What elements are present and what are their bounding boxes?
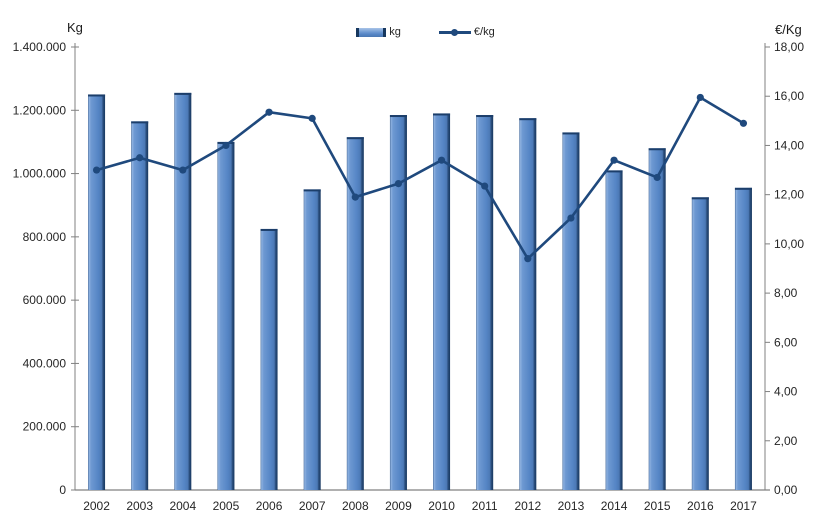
x-axis-tick-label: 2012 [514, 499, 541, 513]
bar-2002 [88, 94, 106, 490]
x-axis-tick-label: 2004 [169, 499, 196, 513]
line-series-swatch-icon [438, 28, 471, 36]
bar-top-edge [174, 92, 192, 95]
right-axis-tick-label: 16,00 [774, 89, 804, 103]
line-marker-2008 [351, 193, 359, 201]
bar-2017 [734, 187, 752, 490]
left-axis-tick-label: 600.000 [23, 293, 67, 307]
line-marker-2009 [394, 179, 403, 188]
right-axis-tick-label: 0,00 [774, 483, 798, 497]
left-axis-tick-label: 1.000.000 [13, 167, 67, 181]
bar-2012 [519, 118, 537, 491]
bar-2003 [131, 121, 149, 490]
right-axis-tick-label: 2,00 [774, 434, 798, 448]
bar-top-edge [691, 197, 709, 200]
line-marker-2003 [136, 154, 144, 162]
bar-top-edge [605, 170, 623, 173]
left-axis-tick-label: 800.000 [23, 230, 67, 244]
line-marker-2017 [739, 119, 748, 127]
bar-top-edge [389, 115, 407, 118]
right-axis-title: €/Kg [775, 22, 802, 37]
bar-top-edge [648, 148, 666, 151]
bar-2008 [346, 137, 364, 491]
bar-2013 [562, 132, 580, 490]
bar-top-edge [260, 228, 278, 231]
bar-top-edge [519, 118, 537, 121]
x-axis-tick-label: 2011 [472, 499, 498, 513]
line-marker-2004 [179, 166, 187, 174]
bar-2009 [389, 115, 407, 491]
x-axis-tick-label: 2009 [385, 499, 412, 513]
x-axis-tick-label: 2007 [299, 499, 326, 513]
line-marker-2002 [92, 166, 101, 174]
bar-top-edge [734, 187, 752, 190]
bar-top-edge [433, 113, 451, 116]
bar-2006 [260, 228, 278, 491]
bar-series-swatch-icon [356, 27, 387, 37]
line-marker-2007 [308, 114, 316, 122]
left-axis-tick-label: 200.000 [23, 420, 67, 434]
legend-item-kg: kg [356, 26, 401, 38]
legend-item-eur-kg: €/kg [438, 26, 495, 38]
bar-top-edge [562, 132, 580, 135]
line-marker-2010 [437, 156, 446, 164]
line-series-path [95, 96, 745, 260]
bar-2011 [476, 115, 494, 491]
x-axis-tick-label: 2013 [558, 499, 585, 513]
line-marker-icon [451, 28, 459, 36]
left-axis-tick-label: 1.200.000 [13, 103, 67, 117]
x-axis-tick-label: 2014 [601, 499, 628, 513]
legend-label-kg: kg [389, 26, 401, 38]
line-marker-2006 [265, 108, 273, 116]
right-axis-tick-label: 8,00 [774, 286, 798, 300]
bar-top-edge [88, 94, 106, 97]
left-axis-title: Kg [67, 20, 83, 35]
bar-2005 [217, 141, 235, 490]
right-axis-tick-label: 14,00 [774, 138, 804, 152]
x-axis-tick-label: 2016 [687, 499, 714, 513]
x-axis-tick-label: 2003 [126, 499, 153, 513]
chart-legend: kg €/kg [0, 26, 839, 38]
right-axis-tick-label: 6,00 [774, 335, 798, 349]
bar-2015 [648, 148, 666, 490]
bar-2010 [433, 113, 451, 490]
left-axis-tick-label: 0 [59, 483, 66, 497]
line-marker-2011 [481, 182, 489, 190]
left-axis-tick-label: 1.400.000 [13, 40, 67, 54]
bar-2007 [303, 189, 321, 490]
bar-top-edge [346, 137, 364, 140]
bar-2014 [605, 170, 623, 490]
bar-top-edge [303, 189, 321, 192]
line-marker-2016 [696, 93, 704, 102]
x-axis-tick-label: 2017 [730, 499, 757, 513]
right-axis-tick-label: 10,00 [774, 237, 804, 251]
x-axis-tick-label: 2005 [213, 499, 240, 513]
left-axis-tick-label: 400.000 [23, 356, 67, 370]
line-marker-2015 [653, 173, 661, 182]
x-axis-tick-label: 2008 [342, 499, 369, 513]
right-axis-tick-label: 12,00 [774, 188, 804, 202]
line-marker-2014 [610, 156, 618, 164]
line-marker-2013 [567, 214, 575, 222]
x-axis-tick-label: 2015 [644, 499, 671, 513]
bar-top-edge [131, 121, 149, 124]
line-marker-2012 [524, 255, 532, 263]
x-axis-tick-label: 2010 [428, 499, 455, 513]
right-axis-tick-label: 4,00 [774, 385, 798, 399]
bar-2016 [691, 197, 709, 490]
bar-top-edge [476, 115, 494, 118]
right-axis-tick-label: 18,00 [774, 40, 804, 54]
x-axis-tick-label: 2006 [256, 499, 283, 513]
line-marker-2005 [222, 141, 230, 150]
bar-2004 [174, 92, 192, 490]
x-axis-tick-label: 2002 [83, 499, 110, 513]
legend-label-eur-kg: €/kg [473, 26, 495, 38]
